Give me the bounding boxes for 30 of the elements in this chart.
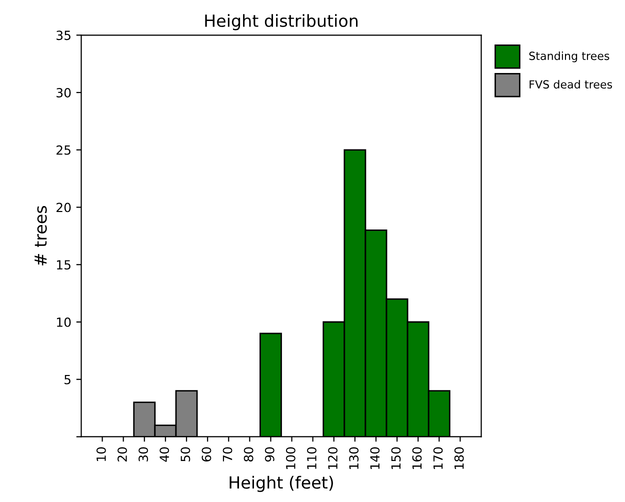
x-tick-label: 20 (118, 447, 127, 462)
x-tick-label: 110 (307, 447, 316, 469)
x-tick-label: 80 (244, 447, 254, 462)
x-tick-label: 150 (391, 447, 401, 469)
x-tick-label: 60 (202, 447, 212, 462)
chart-title: Height distribution (205, 14, 358, 30)
y-tick-label: 30 (56, 88, 71, 98)
x-tick-label: 180 (454, 447, 464, 469)
y-tick-label: 5 (64, 375, 70, 384)
x-tick-label: 140 (370, 447, 380, 469)
x-tick-label: 130 (349, 447, 359, 469)
y-tick-label: 35 (56, 30, 70, 40)
x-tick-label: 50 (180, 447, 190, 462)
x-tick-label: 120 (328, 447, 338, 469)
y-tick-label: 20 (56, 202, 71, 212)
y-tick-label: 25 (56, 145, 70, 155)
y-axis-title: # trees (34, 206, 47, 266)
x-axis-title: Height (feet) (230, 476, 333, 492)
y-tick-label: 15 (56, 260, 70, 270)
legend-label: Standing trees (529, 51, 610, 62)
x-tick-label: 70 (222, 447, 232, 462)
x-tick-label: 100 (286, 447, 296, 469)
x-tick-label: 10 (96, 447, 106, 461)
x-tick-label: 170 (433, 447, 443, 469)
x-tick-label: 40 (160, 447, 170, 462)
x-tick-label: 30 (138, 447, 148, 462)
x-tick-label: 160 (412, 447, 422, 469)
legend-label: FVS dead trees (530, 80, 612, 89)
y-tick-label: 10 (56, 317, 71, 327)
x-tick-label: 90 (264, 447, 274, 462)
